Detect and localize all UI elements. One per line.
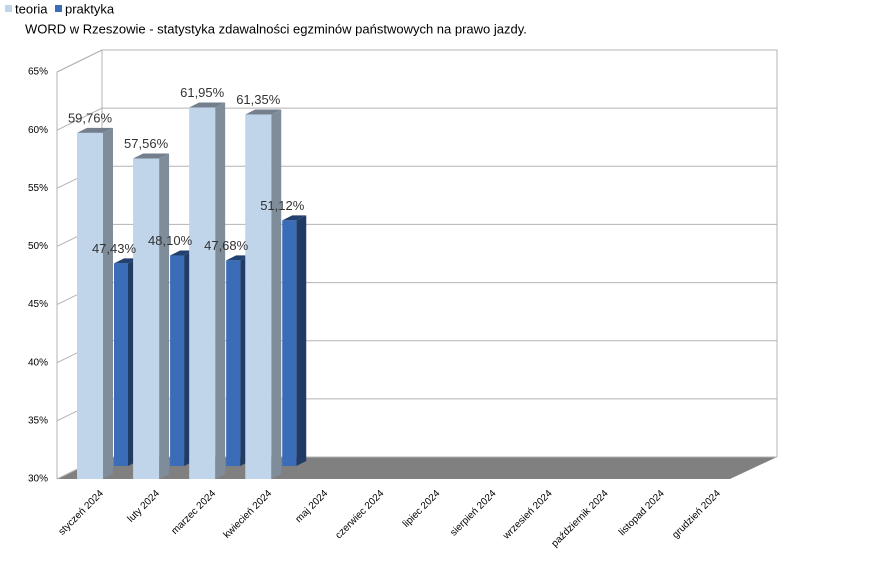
bar [245, 109, 282, 480]
bar-face [133, 158, 160, 479]
y-tick-label: 35% [28, 415, 48, 426]
bar [133, 153, 170, 479]
data-label: 47,68% [204, 238, 249, 253]
grid-line [56, 107, 777, 131]
data-label: 57,56% [124, 136, 169, 151]
bar-face [114, 263, 128, 466]
bar-face [245, 114, 272, 480]
bar-face [159, 153, 170, 479]
bar-face [226, 260, 241, 466]
data-label: 48,10% [148, 233, 193, 248]
bar-face [170, 255, 185, 466]
bar [189, 102, 226, 480]
bar-face [282, 215, 307, 221]
bar-face [133, 153, 170, 159]
data-label: 61,95% [180, 85, 225, 100]
y-tick-label: 55% [28, 183, 48, 194]
y-tick-label: 40% [28, 357, 48, 368]
grid-line [56, 49, 777, 73]
bar-face [114, 258, 138, 264]
bar-face [189, 102, 226, 108]
bar [282, 215, 307, 466]
bar-face [103, 127, 113, 479]
y-tick-label: 45% [28, 299, 48, 310]
legend-swatch [55, 5, 62, 12]
chart-title: WORD w Rzeszowie - statystyka zdawalnośc… [25, 21, 527, 36]
bar-face [296, 215, 307, 466]
bar-face [226, 255, 251, 261]
bar-face [77, 127, 113, 133]
data-label: 59,76% [68, 110, 113, 125]
data-label: 61,35% [236, 92, 281, 107]
data-label: 51,12% [260, 198, 305, 213]
bar-face [77, 132, 103, 479]
legend-swatch [5, 5, 12, 12]
y-tick-label: 50% [28, 241, 48, 252]
y-tick-label: 60% [28, 125, 48, 136]
bar-face [189, 107, 216, 480]
y-tick-label: 30% [28, 474, 48, 485]
y-tick-label: 65% [28, 67, 48, 78]
bar-face [245, 109, 282, 115]
data-label: 47,43% [92, 241, 137, 256]
bar-face [271, 109, 282, 480]
bar [77, 127, 113, 479]
legend-label: praktyka [65, 1, 115, 16]
bar-face [215, 102, 226, 480]
bar-face [170, 250, 195, 256]
legend-label: teoria [15, 1, 48, 16]
bar-face [282, 220, 297, 466]
